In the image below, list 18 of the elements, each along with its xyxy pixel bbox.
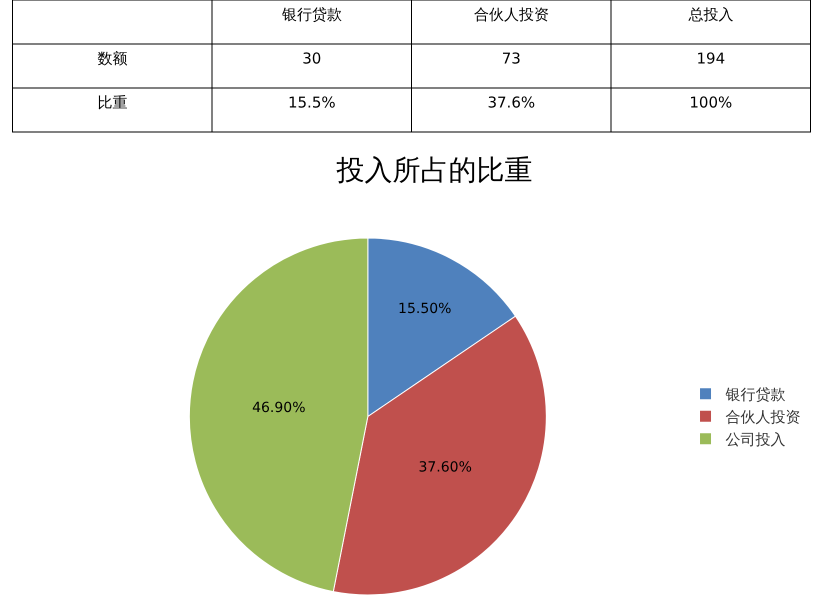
category-label: 总投入 [687,5,734,24]
data-label: 46.90% [252,400,306,416]
category-label: 银行贷款 [280,5,342,24]
data-label: 37.60% [418,460,472,476]
text: 比重 [97,93,128,112]
chart-title: 投入所占的比重 [336,153,533,186]
data-label: 194 [696,49,726,68]
data-label: 15.50% [398,301,452,318]
category-label: 合伙人投资 [474,5,549,24]
text: 数额 [97,49,128,68]
data-label: 15.5% [288,93,336,112]
data-label: 37.6% [487,93,536,112]
data-label: 100% [689,93,732,112]
legend-label: 银行贷款 [724,386,786,404]
data-label: 73 [502,49,521,68]
legend-label: 公司投入 [726,430,786,449]
legend-label: 合伙人投资 [726,408,801,426]
data-label: 30 [302,49,322,68]
